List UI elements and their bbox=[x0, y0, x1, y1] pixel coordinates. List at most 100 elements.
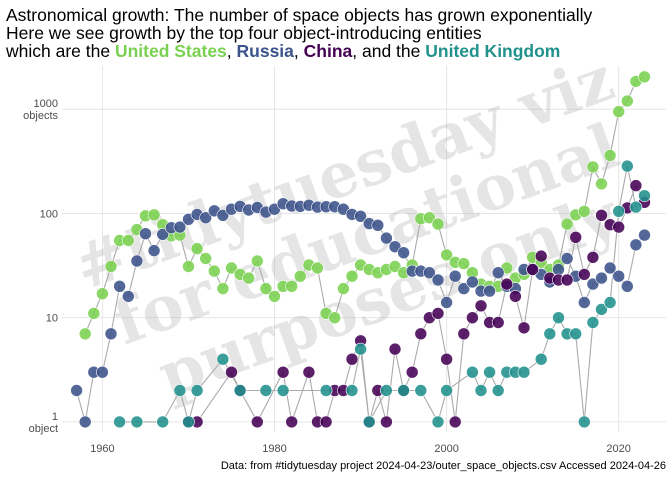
point-russia-1993 bbox=[380, 231, 393, 245]
y-tick-label-100: 100 bbox=[40, 208, 58, 220]
point-china-2009 bbox=[517, 321, 531, 335]
point-russia-1964 bbox=[130, 254, 144, 268]
point-china-2006 bbox=[491, 316, 505, 329]
point-russia-1998 bbox=[423, 266, 436, 280]
point-china-1984 bbox=[302, 365, 316, 379]
point-china-1997 bbox=[414, 327, 428, 341]
point-united-kingdom-1979 bbox=[259, 384, 273, 397]
point-russia-2000 bbox=[440, 296, 453, 309]
point-united-states-1998 bbox=[423, 211, 436, 224]
point-united-states-2014 bbox=[560, 217, 574, 231]
point-united-states-1987 bbox=[328, 311, 342, 325]
y-tick-label-1000-unit: objects bbox=[23, 110, 58, 122]
point-united-kingdom-2017 bbox=[586, 316, 600, 329]
x-axis-ticks: 1960 1980 2000 2020 bbox=[90, 443, 631, 455]
point-united-kingdom-2022 bbox=[629, 200, 643, 214]
point-united-kingdom-2019 bbox=[603, 296, 617, 309]
point-united-states-1961 bbox=[104, 260, 118, 273]
point-russia-2023 bbox=[638, 228, 651, 242]
point-china-2000 bbox=[440, 352, 453, 366]
point-united-states-1971 bbox=[190, 242, 204, 255]
point-russia-2001 bbox=[448, 269, 462, 283]
point-united-kingdom-1989 bbox=[345, 384, 359, 397]
point-united-kingdom-1974 bbox=[216, 352, 230, 366]
point-china-1975 bbox=[225, 365, 238, 379]
point-china-1996 bbox=[405, 365, 419, 379]
point-russia-2022 bbox=[629, 238, 643, 252]
point-russia-2005 bbox=[483, 284, 496, 298]
point-united-states-2000 bbox=[440, 248, 453, 262]
point-china-1989 bbox=[345, 352, 359, 366]
point-united-kingdom-1976 bbox=[233, 384, 247, 397]
point-united-states-1978 bbox=[250, 254, 264, 268]
point-united-kingdom-1970 bbox=[182, 415, 195, 429]
point-united-states-1989 bbox=[345, 269, 359, 283]
point-united-kingdom-2003 bbox=[466, 365, 479, 379]
point-united-kingdom-1990 bbox=[354, 342, 367, 356]
data-points bbox=[70, 70, 651, 429]
point-united-kingdom-1981 bbox=[276, 384, 290, 397]
x-tick-label-1960: 1960 bbox=[90, 443, 114, 455]
point-united-states-1958 bbox=[78, 327, 92, 341]
point-china-2020 bbox=[612, 220, 626, 234]
point-united-states-2016 bbox=[577, 205, 591, 218]
point-united-states-1982 bbox=[285, 279, 299, 293]
point-china-2017 bbox=[586, 250, 600, 264]
point-russia-1990 bbox=[354, 210, 367, 223]
point-united-states-1977 bbox=[242, 271, 255, 285]
caption: Data: from #tidytuesday project 2024-04-… bbox=[220, 460, 666, 472]
y-tick-label-1-unit: object bbox=[29, 423, 58, 435]
point-united-kingdom-2015 bbox=[569, 327, 583, 341]
title-line-3: which are the United States, Russia, Chi… bbox=[6, 42, 560, 60]
point-united-kingdom-2021 bbox=[620, 159, 634, 173]
point-russia-1962 bbox=[113, 279, 126, 293]
point-russia-1958 bbox=[78, 415, 92, 429]
point-united-kingdom-1967 bbox=[156, 415, 169, 429]
title-prefix: which are the bbox=[6, 41, 115, 61]
point-united-kingdom-2018 bbox=[595, 303, 608, 316]
point-russia-2016 bbox=[577, 296, 591, 309]
point-russia-1994 bbox=[388, 240, 402, 253]
point-china-2016 bbox=[577, 268, 591, 281]
point-united-states-1979 bbox=[259, 282, 273, 295]
x-tick-label-1980: 1980 bbox=[262, 443, 286, 455]
point-china-1994 bbox=[388, 342, 402, 356]
point-russia-2003 bbox=[466, 275, 479, 289]
point-china-1986 bbox=[319, 415, 333, 429]
point-russia-1961 bbox=[104, 327, 118, 341]
point-china-2002 bbox=[457, 327, 471, 341]
x-tick-label-2020: 2020 bbox=[606, 443, 630, 455]
point-china-1981 bbox=[276, 365, 290, 379]
point-united-kingdom-2020 bbox=[612, 205, 626, 218]
point-russia-1963 bbox=[122, 290, 135, 303]
point-united-states-1980 bbox=[268, 290, 281, 303]
point-united-states-1994 bbox=[388, 260, 402, 273]
point-united-states-1972 bbox=[199, 252, 212, 265]
point-china-2003 bbox=[466, 311, 479, 325]
point-united-states-1960 bbox=[96, 287, 109, 301]
point-united-states-2002 bbox=[457, 257, 471, 270]
point-united-kingdom-1986 bbox=[319, 384, 333, 397]
point-china-2014 bbox=[560, 273, 574, 287]
point-united-kingdom-2006 bbox=[491, 384, 505, 397]
point-china-2011 bbox=[534, 249, 548, 263]
point-china-1993 bbox=[380, 415, 393, 429]
point-russia-1967 bbox=[156, 228, 169, 241]
point-china-2001 bbox=[448, 415, 462, 429]
point-russia-1957 bbox=[70, 384, 83, 397]
point-united-kingdom-2004 bbox=[474, 384, 488, 397]
point-russia-1972 bbox=[199, 211, 212, 224]
point-united-kingdom-2005 bbox=[483, 365, 496, 379]
point-united-kingdom-2023 bbox=[638, 189, 651, 202]
title-sep-1: , bbox=[226, 41, 237, 61]
point-united-kingdom-1962 bbox=[113, 415, 126, 429]
point-united-states-2020 bbox=[612, 105, 626, 118]
point-russia-1966 bbox=[147, 244, 161, 257]
point-china-1999 bbox=[431, 307, 445, 320]
title-line-2: Here we see growth by the top four objec… bbox=[6, 23, 482, 43]
point-united-states-1983 bbox=[293, 269, 307, 283]
point-russia-2019 bbox=[603, 261, 617, 275]
point-united-states-1999 bbox=[431, 217, 445, 231]
point-china-2022 bbox=[629, 179, 643, 192]
